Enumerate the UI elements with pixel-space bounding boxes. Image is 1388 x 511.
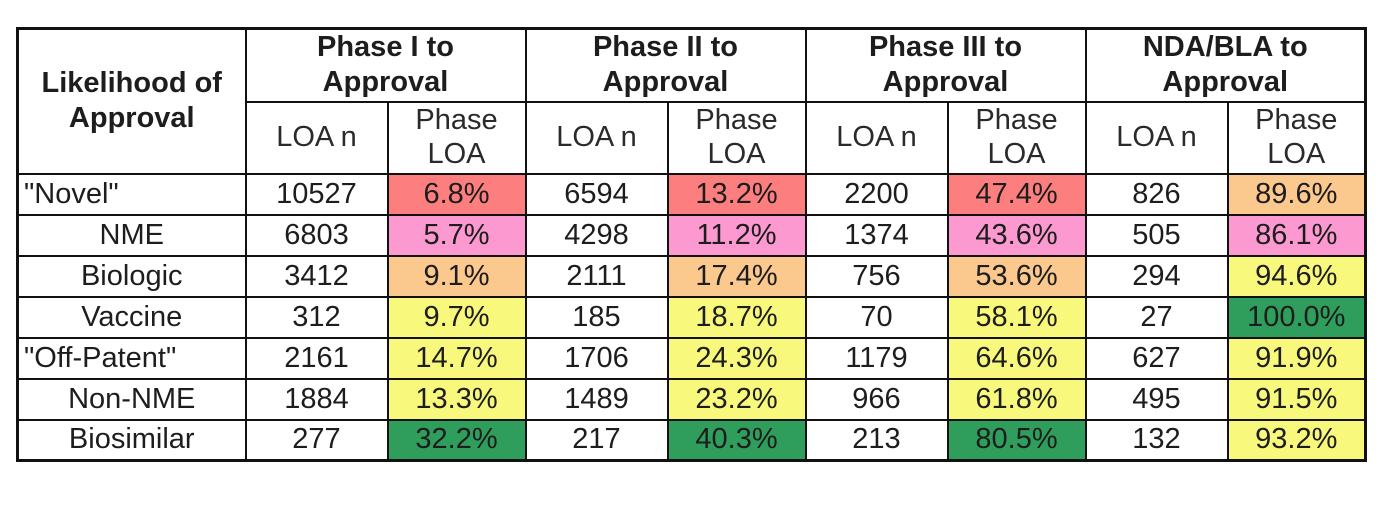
phase-loa-cell: 43.6%: [946, 213, 1087, 257]
phase-loa-cell: 86.1%: [1226, 213, 1367, 257]
table-row-biosimilar: Biosimilar 277 32.2% 217 40.3% 213 80.5%…: [16, 418, 1367, 462]
phase-loa-cell: 40.3%: [666, 418, 807, 462]
loa-n-cell: 294: [1084, 254, 1229, 298]
subheader-phase-loa: Phase LOA: [666, 100, 807, 175]
loa-n-cell: 826: [1084, 172, 1229, 216]
phase-loa-cell: 80.5%: [946, 418, 1087, 462]
loa-n-cell: 1884: [244, 377, 389, 421]
loa-n-cell: 70: [804, 295, 949, 339]
table-row-off-patent: "Off-Patent" 2161 14.7% 1706 24.3% 1179 …: [16, 336, 1367, 380]
loa-n-cell: 6594: [524, 172, 669, 216]
loa-n-cell: 756: [804, 254, 949, 298]
header-row-groups: Likelihood of Approval Phase I to Approv…: [16, 27, 1367, 175]
loa-n-cell: 1706: [524, 336, 669, 380]
phase-loa-cell: 91.5%: [1226, 377, 1367, 421]
subheader-loa-n: LOA n: [244, 100, 389, 175]
row-label: Biologic: [16, 254, 247, 298]
phase-loa-cell: 6.8%: [386, 172, 527, 216]
table-row-biologic: Biologic 3412 9.1% 2111 17.4% 756 53.6% …: [16, 254, 1367, 298]
phase-loa-cell: 93.2%: [1226, 418, 1367, 462]
row-label: "Novel": [16, 172, 247, 216]
header-row-subcolumns: LOA n Phase LOA LOA n Phase LOA LOA n Ph…: [18, 100, 1367, 175]
row-label: NME: [16, 213, 247, 257]
phase-loa-cell: 53.6%: [946, 254, 1087, 298]
phase-loa-cell: 14.7%: [386, 336, 527, 380]
loa-n-cell: 2200: [804, 172, 949, 216]
loa-n-cell: 132: [1084, 418, 1229, 462]
subheader-phase-loa: Phase LOA: [386, 100, 527, 175]
phase-loa-cell: 18.7%: [666, 295, 807, 339]
phase-loa-cell: 47.4%: [946, 172, 1087, 216]
phase-loa-cell: 9.1%: [386, 254, 527, 298]
row-label: Biosimilar: [16, 418, 247, 462]
group-header-phase1: Phase I to Approval: [244, 27, 527, 103]
loa-n-cell: 4298: [524, 213, 669, 257]
loa-n-cell: 217: [524, 418, 669, 462]
phase-loa-cell: 11.2%: [666, 213, 807, 257]
loa-n-cell: 1179: [804, 336, 949, 380]
phase-loa-cell: 58.1%: [946, 295, 1087, 339]
loa-n-cell: 277: [244, 418, 389, 462]
likelihood-of-approval-table: Likelihood of Approval Phase I to Approv…: [16, 27, 1367, 462]
subheader-loa-n: LOA n: [524, 100, 669, 175]
row-label: "Off-Patent": [16, 336, 247, 380]
row-label: Vaccine: [16, 295, 247, 339]
loa-n-cell: 312: [244, 295, 389, 339]
loa-n-cell: 10527: [244, 172, 389, 216]
phase-loa-cell: 13.3%: [386, 377, 527, 421]
loa-n-cell: 1374: [804, 213, 949, 257]
loa-n-cell: 6803: [244, 213, 389, 257]
loa-n-cell: 505: [1084, 213, 1229, 257]
loa-n-cell: 3412: [244, 254, 389, 298]
phase-loa-cell: 94.6%: [1226, 254, 1367, 298]
loa-n-cell: 185: [524, 295, 669, 339]
loa-n-cell: 2111: [524, 254, 669, 298]
phase-loa-cell: 23.2%: [666, 377, 807, 421]
table-row-vaccine: Vaccine 312 9.7% 185 18.7% 70 58.1% 27 1…: [16, 295, 1367, 339]
table-row-non-nme: Non-NME 1884 13.3% 1489 23.2% 966 61.8% …: [16, 377, 1367, 421]
loa-n-cell: 627: [1084, 336, 1229, 380]
subheader-loa-n: LOA n: [804, 100, 949, 175]
phase-loa-cell: 17.4%: [666, 254, 807, 298]
loa-n-cell: 213: [804, 418, 949, 462]
phase-loa-cell: 91.9%: [1226, 336, 1367, 380]
corner-header: Likelihood of Approval: [16, 27, 247, 175]
phase-loa-cell: 9.7%: [386, 295, 527, 339]
subheader-loa-n: LOA n: [1084, 100, 1229, 175]
phase-loa-cell: 61.8%: [946, 377, 1087, 421]
phase-loa-cell: 13.2%: [666, 172, 807, 216]
loa-n-cell: 495: [1084, 377, 1229, 421]
group-header-phase2: Phase II to Approval: [524, 27, 807, 103]
subheader-phase-loa: Phase LOA: [946, 100, 1087, 175]
group-header-phase3: Phase III to Approval: [804, 27, 1087, 103]
table-row-nme: NME 6803 5.7% 4298 11.2% 1374 43.6% 505 …: [16, 213, 1367, 257]
row-label: Non-NME: [16, 377, 247, 421]
loa-n-cell: 2161: [244, 336, 389, 380]
phase-loa-cell: 5.7%: [386, 213, 527, 257]
group-header-ndabla: NDA/BLA to Approval: [1084, 27, 1367, 103]
loa-n-cell: 1489: [524, 377, 669, 421]
loa-n-cell: 27: [1084, 295, 1229, 339]
phase-loa-cell: 64.6%: [946, 336, 1087, 380]
table-row-novel: "Novel" 10527 6.8% 6594 13.2% 2200 47.4%…: [16, 172, 1367, 216]
phase-loa-cell: 32.2%: [386, 418, 527, 462]
subheader-phase-loa: Phase LOA: [1226, 100, 1367, 175]
phase-loa-cell: 89.6%: [1226, 172, 1367, 216]
phase-loa-cell: 100.0%: [1226, 295, 1367, 339]
phase-loa-cell: 24.3%: [666, 336, 807, 380]
loa-n-cell: 966: [804, 377, 949, 421]
